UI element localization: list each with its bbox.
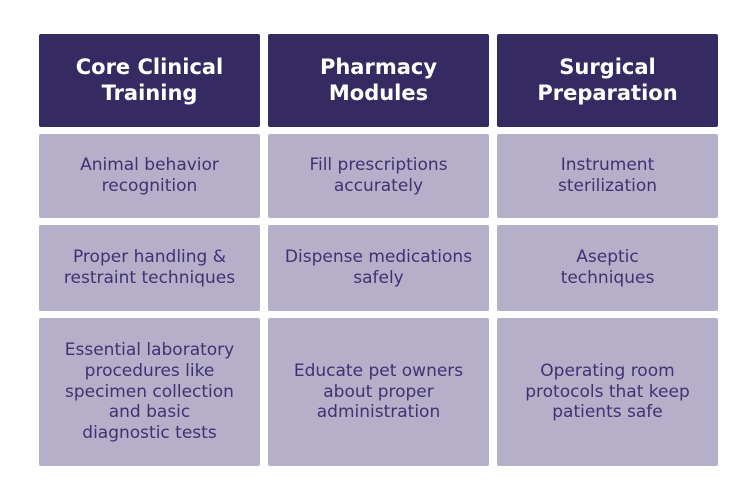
cell-fill-prescriptions-accurately: Fill prescriptions accurately <box>268 134 489 218</box>
cell-operating-room-protocols: Operating room protocols that keep patie… <box>497 318 718 466</box>
cell-dispense-medications-safely: Dispense medications safely <box>268 225 489 311</box>
training-modules-table: Core Clinical Training Pharmacy Modules … <box>39 34 718 466</box>
column-header-core-clinical-training: Core Clinical Training <box>39 34 260 127</box>
cell-educate-pet-owners: Educate pet owners about proper administ… <box>268 318 489 466</box>
cell-animal-behavior-recognition: Animal behavior recognition <box>39 134 260 218</box>
cell-proper-handling-restraint: Proper handling & restraint techniques <box>39 225 260 311</box>
cell-instrument-sterilization: Instrument sterilization <box>497 134 718 218</box>
column-header-surgical-preparation: Surgical Preparation <box>497 34 718 127</box>
column-header-pharmacy-modules: Pharmacy Modules <box>268 34 489 127</box>
cell-essential-laboratory-procedures: Essential laboratory procedures like spe… <box>39 318 260 466</box>
cell-aseptic-techniques: Aseptic techniques <box>497 225 718 311</box>
